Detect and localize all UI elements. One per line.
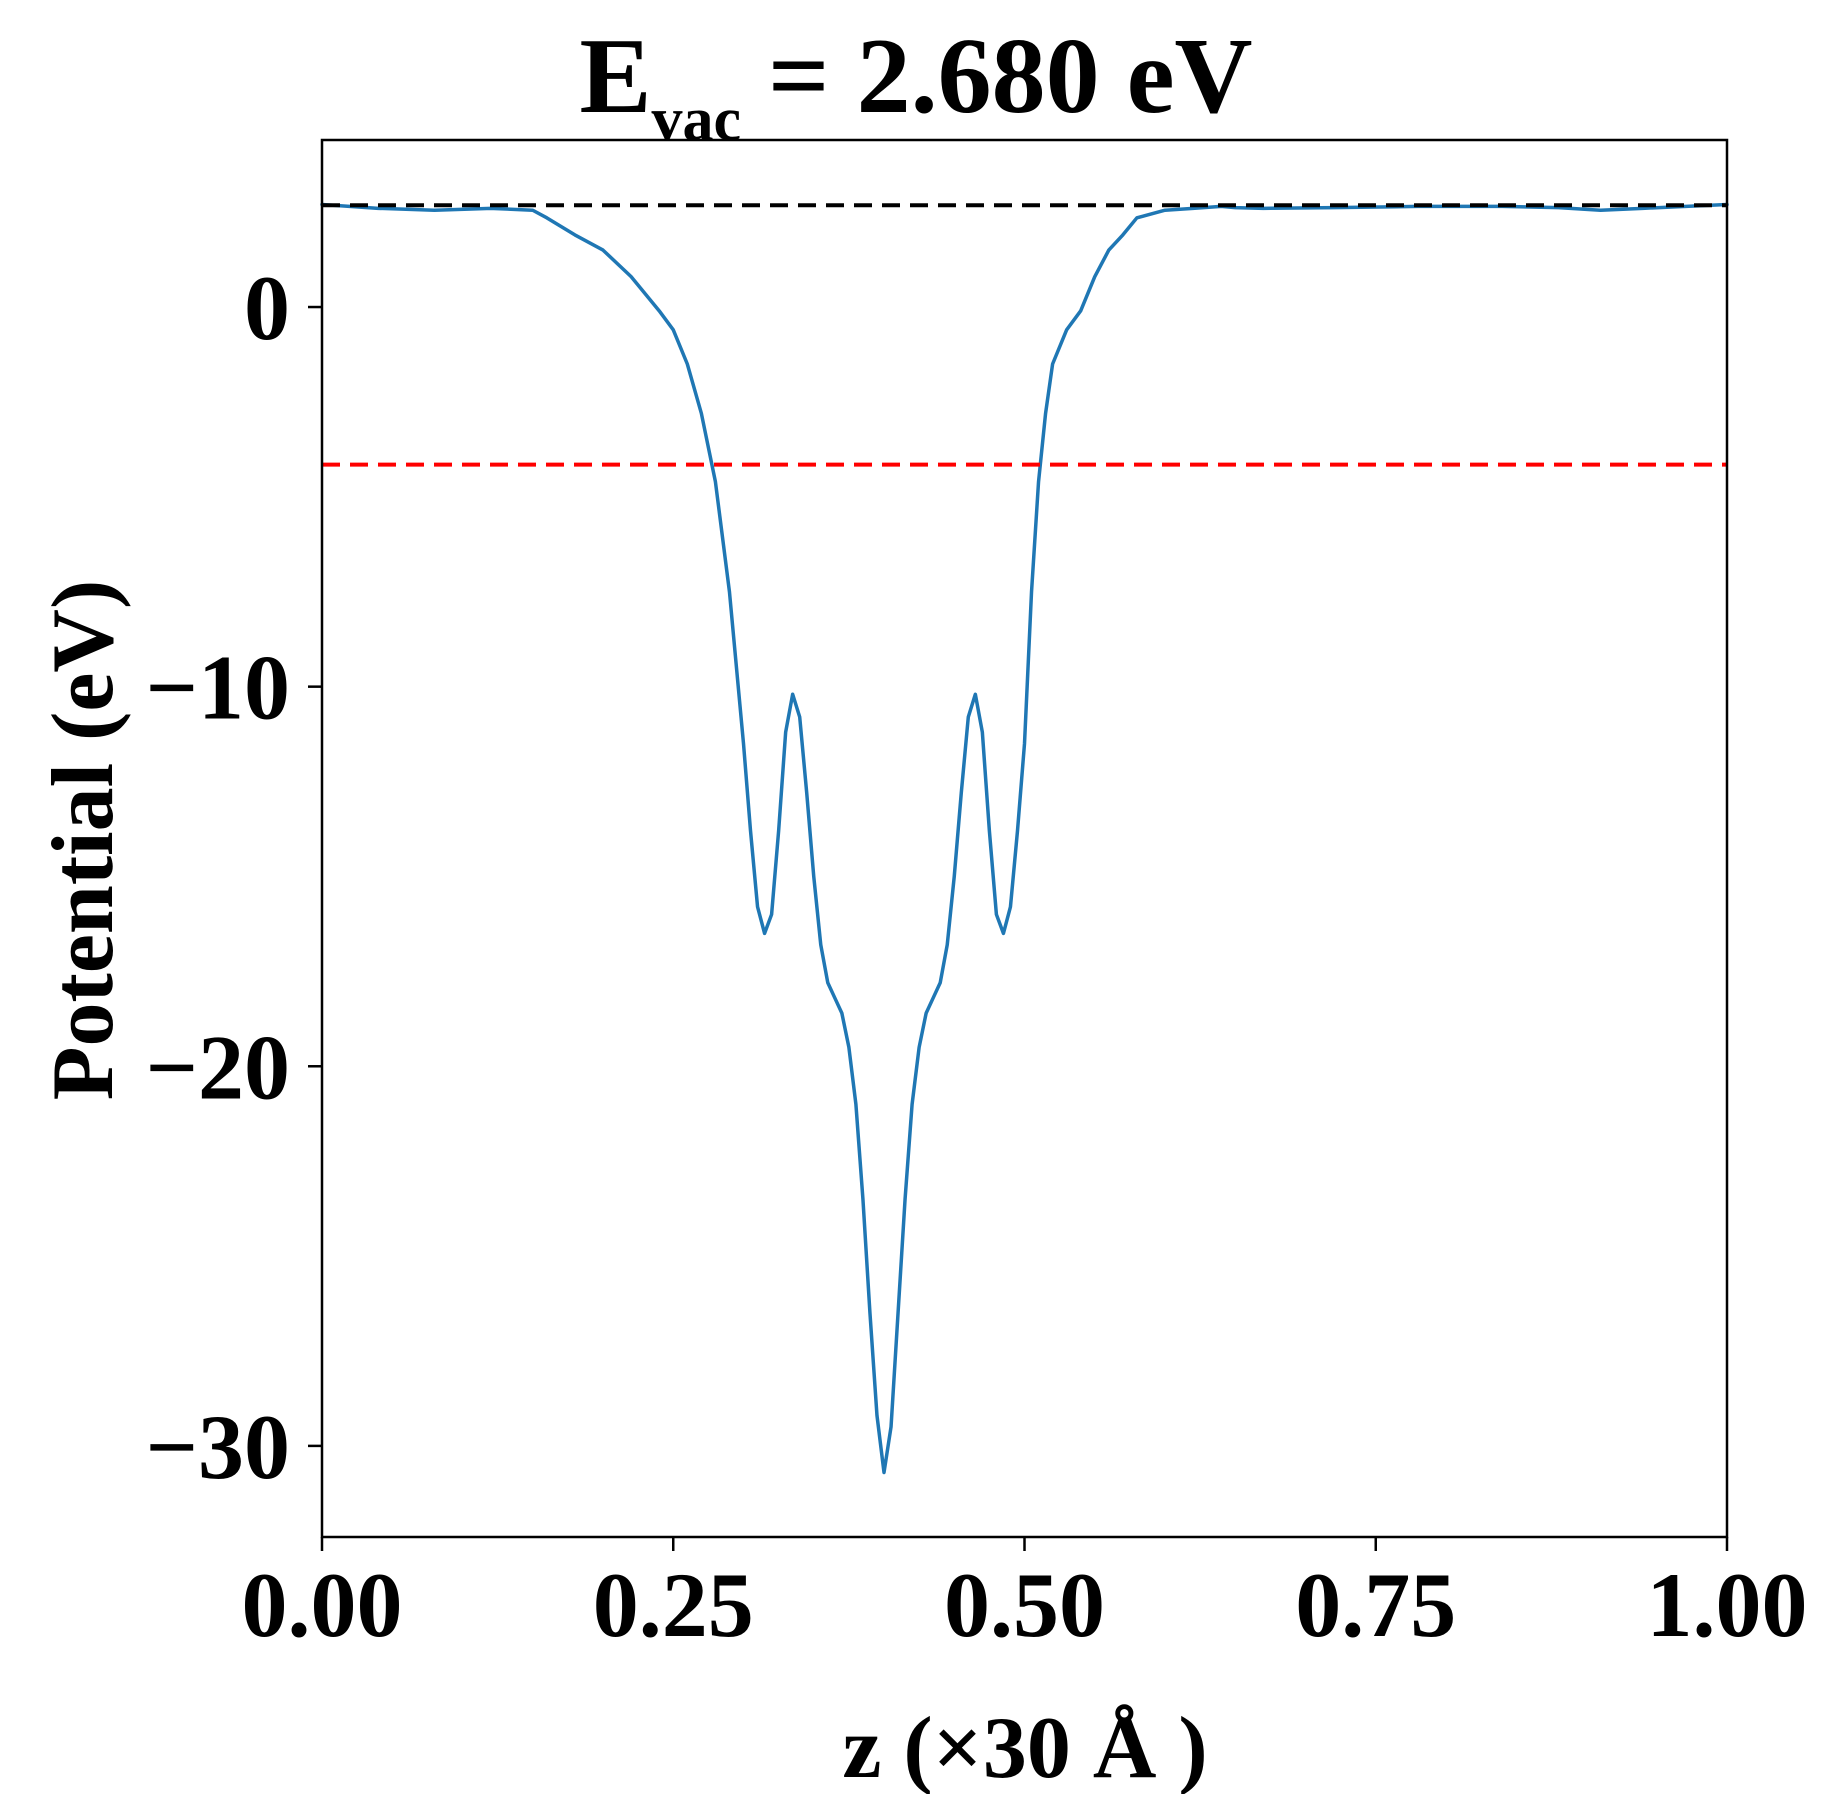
plot-area [320, 202, 1729, 1475]
x-axis: 0.00 0.25 0.50 0.75 1.00 [242, 1537, 1808, 1656]
y-tick-label: −30 [146, 1396, 290, 1498]
series-line-1 [320, 202, 1729, 1475]
x-axis-label: z (×30 Å ) [842, 1700, 1207, 1794]
plot-frame [320, 138, 1729, 1539]
x-tick-label: 0.00 [242, 1554, 403, 1656]
x-tick-label: 0.25 [593, 1554, 754, 1656]
chart-title-suffix: = 2.680 eV [741, 17, 1252, 136]
y-axis: 0 −10 −20 −30 [146, 257, 322, 1498]
x-tick-label: 1.00 [1647, 1554, 1808, 1656]
y-tick-label: 0 [244, 257, 290, 359]
chart-title: Evac = 2.680 eV [579, 17, 1252, 154]
chart-title-subscript: vac [652, 86, 742, 154]
chart-title-prefix: E [579, 17, 651, 136]
y-tick-label: −20 [146, 1016, 290, 1118]
y-tick-label: −10 [146, 637, 290, 739]
x-tick-label: 0.75 [1295, 1554, 1456, 1656]
x-tick-label: 0.50 [944, 1554, 1105, 1656]
y-axis-label: Potential (eV) [35, 580, 132, 1100]
